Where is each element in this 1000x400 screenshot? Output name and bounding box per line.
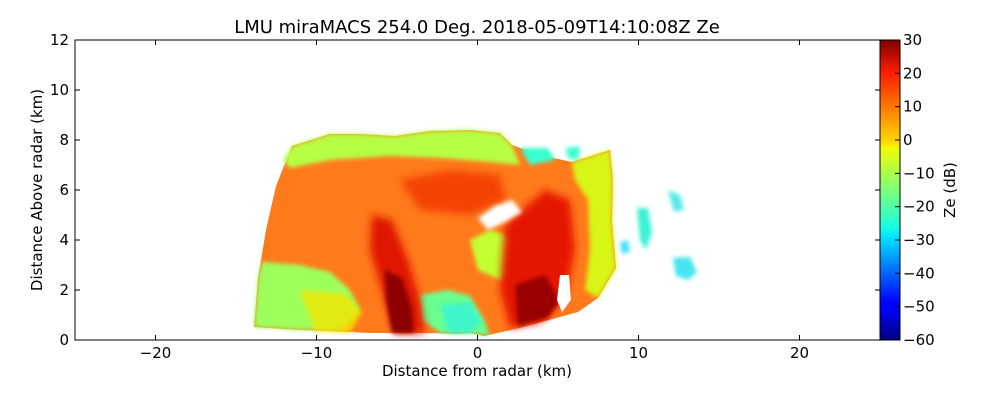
y-tick-label: 6 — [59, 181, 69, 199]
y-axis-ticks: 0 2 4 6 8 10 12 — [50, 31, 880, 349]
fall-streak-right-core — [515, 275, 560, 326]
isolated-cell-4 — [620, 240, 630, 254]
colorbar-tick-label: 20 — [903, 64, 922, 82]
y-axis-label: Distance Above radar (km) — [28, 89, 46, 291]
colorbar-tick-label: −60 — [903, 331, 935, 349]
colorbar-label: Ze (dB) — [941, 162, 959, 218]
colorbar-tick-label: 30 — [903, 31, 922, 49]
x-tick-label: 0 — [473, 344, 483, 362]
colorbar-tick-label: 0 — [903, 131, 913, 149]
colorbar-tick-label: −30 — [903, 231, 935, 249]
y-tick-label: 10 — [50, 81, 69, 99]
filament-cyan-1 — [520, 148, 555, 165]
echo-hole-bottom — [557, 275, 571, 312]
colorbar — [879, 39, 901, 341]
filament-cyan-2 — [566, 146, 580, 160]
isolated-cell-2 — [668, 190, 684, 212]
echo-gap-core — [440, 302, 482, 333]
x-tick-label: −20 — [140, 344, 172, 362]
colorbar-tick-label: 10 — [903, 98, 922, 116]
y-tick-label: 8 — [59, 131, 69, 149]
chart-title: LMU miraMACS 254.0 Deg. 2018-05-09T14:10… — [234, 17, 720, 38]
x-tick-label: 20 — [790, 344, 809, 362]
y-tick-label: 12 — [50, 31, 69, 49]
isolated-cell-3 — [673, 257, 697, 280]
fall-streak-left — [370, 215, 425, 333]
x-tick-label: 10 — [629, 344, 648, 362]
colorbar-tick-label: −10 — [903, 164, 935, 182]
y-tick-label: 4 — [59, 231, 69, 249]
fall-streak-left-core — [385, 270, 414, 333]
reflectivity-field — [254, 130, 697, 336]
y-tick-label: 2 — [59, 281, 69, 299]
isolated-cell-1 — [637, 208, 652, 250]
echo-low-left-yellow — [300, 290, 362, 333]
colorbar-tick-label: −20 — [903, 198, 935, 216]
y-tick-label: 0 — [59, 331, 69, 349]
echo-upper-red — [400, 170, 505, 215]
colorbar-tick-label: −50 — [903, 298, 935, 316]
x-axis-ticks: −20 −10 0 10 20 — [140, 40, 809, 362]
echo-top-edge — [283, 130, 520, 168]
echo-right-edge — [572, 150, 616, 298]
colorbar-ticks: −60 −50 −40 −30 −20 −10 0 10 20 30 — [895, 31, 935, 349]
x-axis-label: Distance from radar (km) — [382, 362, 572, 380]
x-tick-label: −10 — [301, 344, 333, 362]
colorbar-tick-label: −40 — [903, 264, 935, 282]
echo-hole — [478, 200, 522, 230]
